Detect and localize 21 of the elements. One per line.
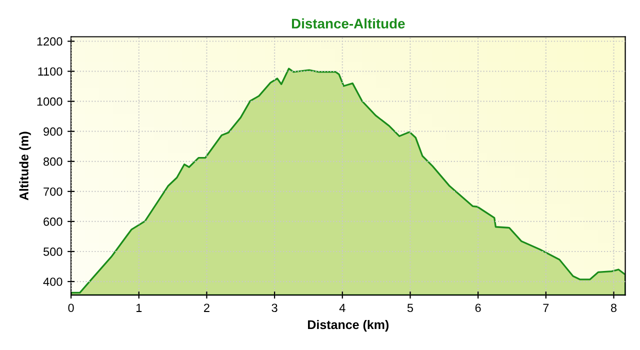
x-tick-label: 2 (204, 304, 210, 312)
y-tick-label: 400 (43, 278, 62, 286)
x-tick-label: 8 (610, 304, 617, 312)
y-tick-label: 800 (44, 157, 62, 166)
y-tick-label: 1200 (37, 37, 62, 46)
x-tick-label: 1 (136, 304, 142, 312)
y-tick-label: 600 (44, 218, 62, 226)
y-tick-label: 900 (44, 127, 62, 136)
y-tick-label: 700 (44, 187, 62, 196)
x-tick-label: 5 (407, 304, 414, 312)
y-tick-label: 1000 (37, 97, 62, 106)
y-tick-label: 500 (43, 248, 62, 256)
x-axis-title: Distance (km) (308, 320, 389, 332)
x-tick-label: 0 (68, 304, 74, 312)
x-tick-label: 6 (475, 304, 481, 312)
x-tick-label: 4 (339, 304, 346, 312)
chart-title: Distance-Altitude (292, 18, 405, 29)
y-axis-title: Altitude (m) (19, 132, 31, 200)
x-tick-label: 7 (543, 304, 549, 312)
x-tick-label: 3 (272, 304, 278, 312)
y-tick-label: 1100 (38, 67, 62, 76)
